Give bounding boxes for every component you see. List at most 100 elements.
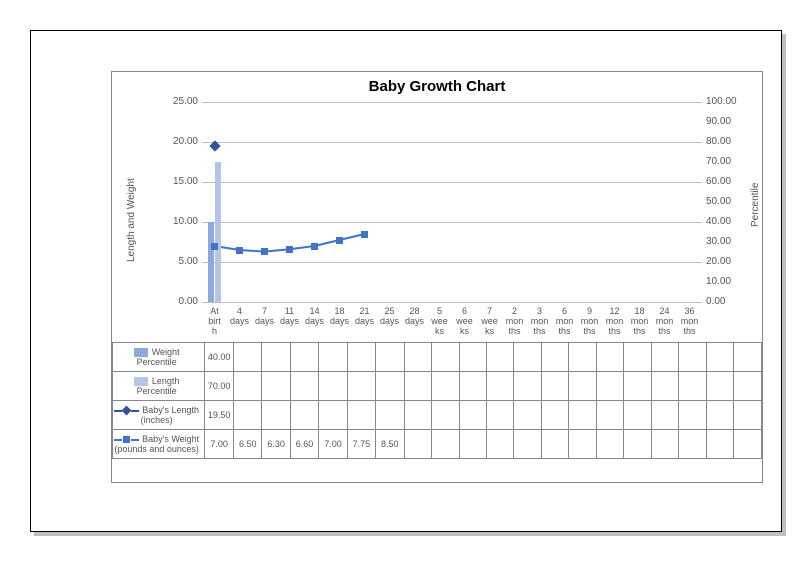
category-label: 18months <box>627 306 652 336</box>
table-cell <box>706 401 733 430</box>
bar-weight_percentile <box>208 222 214 302</box>
data-table: Weight Percentile40.00Length Percentile7… <box>112 342 762 459</box>
ytick-right: 20.00 <box>706 256 746 267</box>
legend-cell-length_percentile: Length Percentile <box>113 372 205 401</box>
table-cell <box>569 343 596 372</box>
square-marker <box>236 247 243 254</box>
table-cell <box>679 343 706 372</box>
table-cell <box>651 430 678 459</box>
table-cell <box>347 372 375 401</box>
table-cell <box>514 401 541 430</box>
table-cell <box>624 401 651 430</box>
table-cell <box>596 343 623 372</box>
table-cell <box>262 372 290 401</box>
table-cell: 6.30 <box>262 430 290 459</box>
category-label: 6weeks <box>452 306 477 336</box>
table-cell <box>347 401 375 430</box>
table-cell: 7.00 <box>319 430 347 459</box>
category-label: 14days <box>302 306 327 326</box>
table-cell <box>541 343 568 372</box>
gridline <box>202 302 702 303</box>
table-cell: 70.00 <box>205 372 234 401</box>
table-cell <box>319 372 347 401</box>
table-row: Baby's Weight (pounds and ounces)7.006.5… <box>113 430 762 459</box>
table-cell <box>706 430 733 459</box>
category-label: 3months <box>527 306 552 336</box>
gridline <box>202 262 702 263</box>
category-label: 28days <box>402 306 427 326</box>
table-cell <box>596 401 623 430</box>
category-label: 2months <box>502 306 527 336</box>
table-cell <box>234 401 262 430</box>
ytick-left: 15.00 <box>166 176 198 187</box>
table-cell <box>596 430 623 459</box>
table-cell <box>624 343 651 372</box>
table-cell <box>651 401 678 430</box>
table-cell <box>734 372 762 401</box>
category-label: 9months <box>577 306 602 336</box>
legend-cell-weight_percentile: Weight Percentile <box>113 343 205 372</box>
square-marker <box>336 237 343 244</box>
line-layer <box>202 102 702 302</box>
category-label: 5weeks <box>427 306 452 336</box>
category-label: 21days <box>352 306 377 326</box>
table-cell <box>262 343 290 372</box>
stage: Baby Growth Chart Length and Weight Perc… <box>0 0 809 563</box>
ytick-right: 100.00 <box>706 96 746 107</box>
table-cell <box>679 401 706 430</box>
table-cell <box>404 430 431 459</box>
ytick-right: 70.00 <box>706 156 746 167</box>
table-cell <box>514 372 541 401</box>
ytick-left: 20.00 <box>166 136 198 147</box>
table-cell <box>651 343 678 372</box>
ytick-right: 40.00 <box>706 216 746 227</box>
ytick-right: 50.00 <box>706 196 746 207</box>
table-cell <box>514 343 541 372</box>
ytick-left: 25.00 <box>166 96 198 107</box>
table-cell <box>459 372 486 401</box>
table-cell <box>486 343 513 372</box>
square-marker <box>361 231 368 238</box>
table-cell <box>459 401 486 430</box>
table-cell <box>541 430 568 459</box>
category-label: 6months <box>552 306 577 336</box>
category-label: 7days <box>252 306 277 326</box>
category-label: 18days <box>327 306 352 326</box>
table-cell <box>734 401 762 430</box>
table-cell <box>679 430 706 459</box>
table-cell <box>541 401 568 430</box>
table-cell <box>486 430 513 459</box>
chart-area: Baby Growth Chart Length and Weight Perc… <box>111 71 763 483</box>
gridline <box>202 102 702 103</box>
table-cell <box>262 401 290 430</box>
legend-cell-weight_lb_oz: Baby's Weight (pounds and ounces) <box>113 430 205 459</box>
table-cell <box>624 430 651 459</box>
category-label: 12months <box>602 306 627 336</box>
table-cell <box>404 343 431 372</box>
table-cell <box>234 343 262 372</box>
ytick-left: 10.00 <box>166 216 198 227</box>
category-labels: Atbirth4days7days11days14days18days21day… <box>202 306 702 342</box>
table-cell <box>706 343 733 372</box>
square-marker <box>211 243 218 250</box>
ytick-left: 5.00 <box>166 256 198 267</box>
category-label: 25days <box>377 306 402 326</box>
table-cell <box>734 430 762 459</box>
table-cell <box>290 343 318 372</box>
table-cell <box>404 372 431 401</box>
ytick-right: 60.00 <box>706 176 746 187</box>
right-axis-label: Percentile <box>750 183 761 227</box>
table-cell <box>290 401 318 430</box>
table-cell <box>486 372 513 401</box>
table-cell <box>624 372 651 401</box>
table-cell <box>319 401 347 430</box>
table-row: Length Percentile70.00 <box>113 372 762 401</box>
ytick-right: 10.00 <box>706 276 746 287</box>
table-cell <box>404 401 431 430</box>
chart-title: Baby Growth Chart <box>112 78 762 95</box>
ytick-right: 0.00 <box>706 296 746 307</box>
table-cell: 8.50 <box>376 430 404 459</box>
category-label: 11days <box>277 306 302 326</box>
plot-region <box>202 102 702 302</box>
table-cell <box>486 401 513 430</box>
